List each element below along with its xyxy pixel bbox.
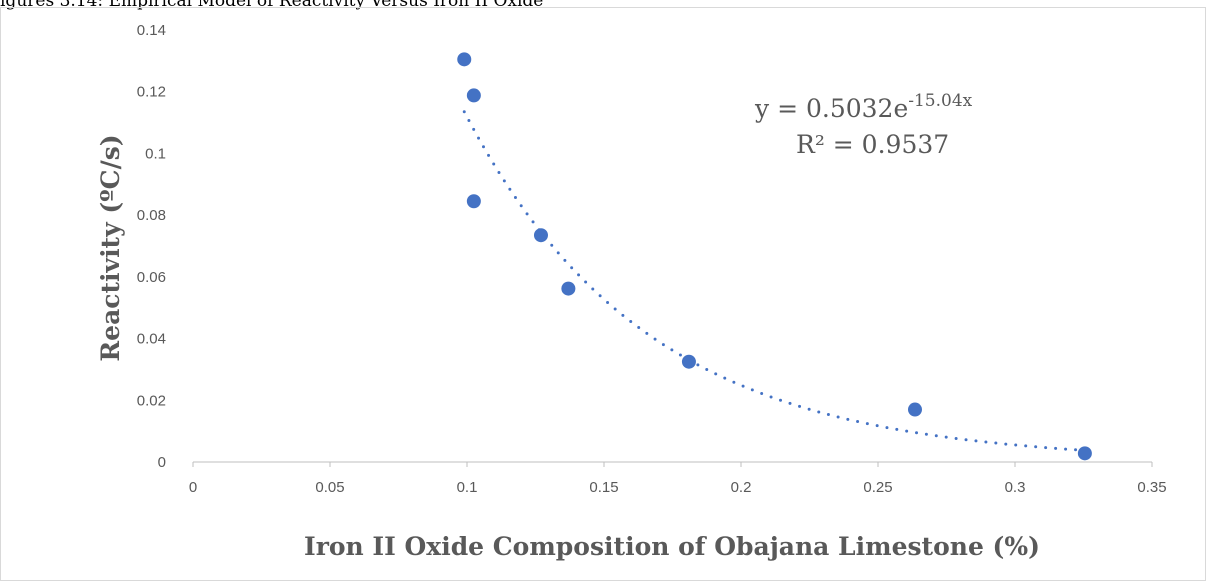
data-point — [907, 402, 922, 417]
data-point — [1077, 446, 1092, 461]
x-tick-label: 0.25 — [863, 479, 892, 496]
y-tick-label: 0.04 — [137, 331, 166, 348]
chart-frame — [0, 7, 1206, 581]
y-tick-labels: 0 0.02 0.04 0.06 0.08 0.1 0.12 0.14 — [137, 22, 166, 471]
x-tick-label: 0.1 — [457, 479, 478, 496]
y-tick-label: 0 — [158, 454, 166, 471]
x-tick-label: 0.35 — [1137, 479, 1166, 496]
x-tick-marks — [192, 462, 1153, 467]
y-axis-title: Reactivity (ºC/s) — [96, 134, 125, 361]
x-tick-label: 0.2 — [731, 479, 752, 496]
x-tick-label: 0.3 — [1005, 479, 1026, 496]
data-point — [533, 228, 548, 243]
r-squared-label: R² = 0.9537 — [796, 130, 949, 159]
trendline-equation-main: y = 0.5032e — [754, 94, 908, 123]
y-tick-label: 0.1 — [145, 145, 166, 162]
x-tick-label: 0.15 — [589, 479, 618, 496]
figure-caption: igures 3.14: Empirical Model of Reactivi… — [0, 0, 544, 11]
data-point — [457, 52, 472, 67]
trendline — [462, 110, 1087, 452]
x-tick-labels: 0 0.05 0.1 0.15 0.2 0.25 0.3 0.35 — [189, 479, 1167, 496]
y-tick-label: 0.06 — [137, 269, 166, 286]
y-tick-label: 0.02 — [137, 392, 166, 409]
y-tick-label: 0.08 — [137, 207, 166, 224]
y-tick-label: 0.12 — [137, 84, 166, 101]
data-point — [561, 281, 576, 296]
y-tick-label: 0.14 — [137, 22, 166, 39]
x-tick-label: 0 — [189, 479, 197, 496]
x-axis-title: Iron II Oxide Composition of Obajana Lim… — [304, 532, 1040, 561]
data-points — [457, 52, 1092, 461]
x-tick-label: 0.05 — [315, 479, 344, 496]
trendline-equation-exponent: -15.04x — [908, 91, 972, 111]
data-point — [681, 354, 696, 369]
data-point — [466, 88, 481, 103]
trendline-equation: y = 0.5032e-15.04x — [754, 91, 973, 123]
data-point — [466, 194, 481, 209]
